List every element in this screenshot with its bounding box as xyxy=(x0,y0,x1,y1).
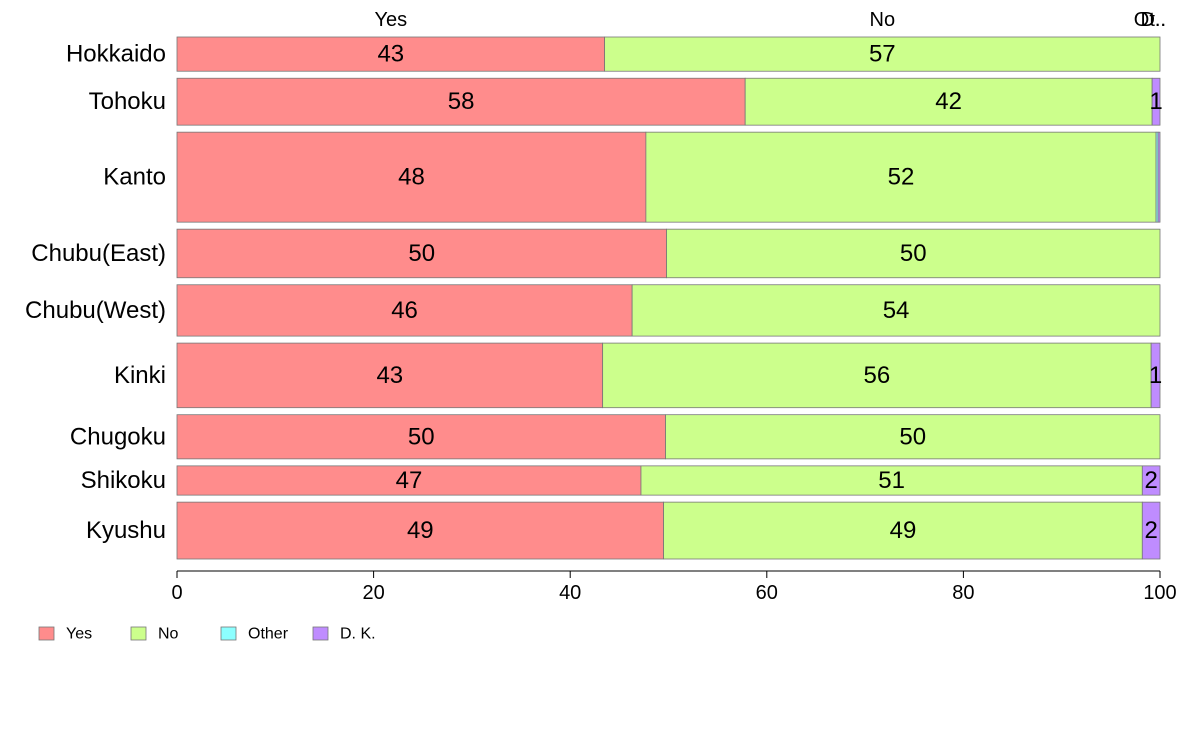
bar-value-label: 50 xyxy=(900,240,927,267)
bar-kanto-yes xyxy=(176,131,647,223)
bar-value-label: 58 xyxy=(448,88,475,115)
legend: Yes No Other D. K. xyxy=(38,626,376,643)
category-label: Shikoku xyxy=(81,467,166,494)
x-tick-label: 40 xyxy=(559,582,581,604)
bar-value-label: 49 xyxy=(407,517,434,544)
bar-value-label: 48 xyxy=(398,164,425,191)
bar-kinki-no xyxy=(602,342,1152,409)
bar-tohoku-dk xyxy=(1151,77,1161,126)
bar-tohoku-no xyxy=(744,77,1153,126)
bar-kanto-no xyxy=(645,131,1157,223)
category-label: Kinki xyxy=(114,362,166,389)
bar-value-label: 51 xyxy=(878,467,905,494)
bar-chubu-east--no xyxy=(666,228,1161,279)
top-series-label: Yes xyxy=(374,9,407,31)
bar-shikoku-dk xyxy=(1141,465,1161,496)
x-tick-label: 100 xyxy=(1143,582,1176,604)
bar-chubu-east--yes xyxy=(176,228,667,279)
bar-value-label: 50 xyxy=(408,423,435,450)
category-label: Hokkaido xyxy=(66,41,166,68)
legend-label: Other xyxy=(248,626,289,643)
x-tick-label: 20 xyxy=(362,582,384,604)
bar-value-label: 1 xyxy=(1149,362,1162,389)
bar-value-label: 42 xyxy=(935,88,962,115)
bar-shikoku-no xyxy=(640,465,1143,496)
legend-label: No xyxy=(158,626,179,643)
category-label: Kyushu xyxy=(86,517,166,544)
bar-value-label: 43 xyxy=(376,362,403,389)
bar-value-label: 50 xyxy=(408,240,435,267)
bar-value-label: 2 xyxy=(1144,517,1157,544)
bar-value-label: 46 xyxy=(391,297,418,324)
x-tick-label: 80 xyxy=(952,582,974,604)
top-series-label: No xyxy=(870,9,896,31)
bars: 43 57 58 42 1 48 52 50 50 46 54 43 56 1 50 50 47 51 2 49 49 2 xyxy=(176,36,1163,560)
legend-label: Yes xyxy=(66,626,92,643)
top-series-label: Ot.. xyxy=(1134,9,1166,31)
bar-value-label: 56 xyxy=(864,362,891,389)
bar-value-label: 54 xyxy=(883,297,910,324)
bar-kinki-yes xyxy=(176,342,604,409)
bar-value-label: 2 xyxy=(1144,467,1157,494)
bar-value-label: 43 xyxy=(377,41,404,68)
bar-chubu-west--yes xyxy=(176,284,633,337)
bar-value-label: 49 xyxy=(890,517,917,544)
x-tick-label: 0 xyxy=(171,582,182,604)
bar-kyushu-no xyxy=(663,501,1143,560)
legend-swatch-yes xyxy=(38,626,55,641)
category-label: Chubu(East) xyxy=(31,240,166,267)
bar-chugoku-yes xyxy=(176,414,666,460)
category-labels: Hokkaido Tohoku Kanto Chubu(East) Chubu(West… xyxy=(25,41,166,544)
x-axis: 0 20 40 60 80 100 xyxy=(171,570,1177,604)
bar-value-label: 50 xyxy=(899,423,926,450)
legend-swatch-other xyxy=(220,626,237,641)
category-label: Chubu(West) xyxy=(25,297,166,324)
bar-value-label: 47 xyxy=(396,467,423,494)
category-label: Tohoku xyxy=(89,88,166,115)
bar-kanto-dk xyxy=(1157,131,1161,223)
x-tick-label: 60 xyxy=(756,582,778,604)
top-series-labels: Yes No Ot..D.. xyxy=(374,9,1166,31)
bar-value-label: 1 xyxy=(1149,88,1162,115)
bar-chugoku-no xyxy=(665,414,1161,460)
legend-label: D. K. xyxy=(340,626,376,643)
bar-value-label: 52 xyxy=(888,164,915,191)
bar-shikoku-yes xyxy=(176,465,642,496)
legend-swatch-no xyxy=(130,626,147,641)
bar-value-label: 57 xyxy=(869,41,896,68)
bar-chubu-west--no xyxy=(631,284,1161,337)
category-label: Kanto xyxy=(103,164,166,191)
bar-hokkaido-no xyxy=(604,36,1161,72)
legend-swatch-dk xyxy=(312,626,329,641)
bar-kyushu-dk xyxy=(1141,501,1161,560)
top-series-label: D.. xyxy=(1140,9,1166,31)
category-label: Chugoku xyxy=(70,423,166,450)
bar-kyushu-yes xyxy=(176,501,664,560)
bar-kinki-dk xyxy=(1150,342,1161,409)
